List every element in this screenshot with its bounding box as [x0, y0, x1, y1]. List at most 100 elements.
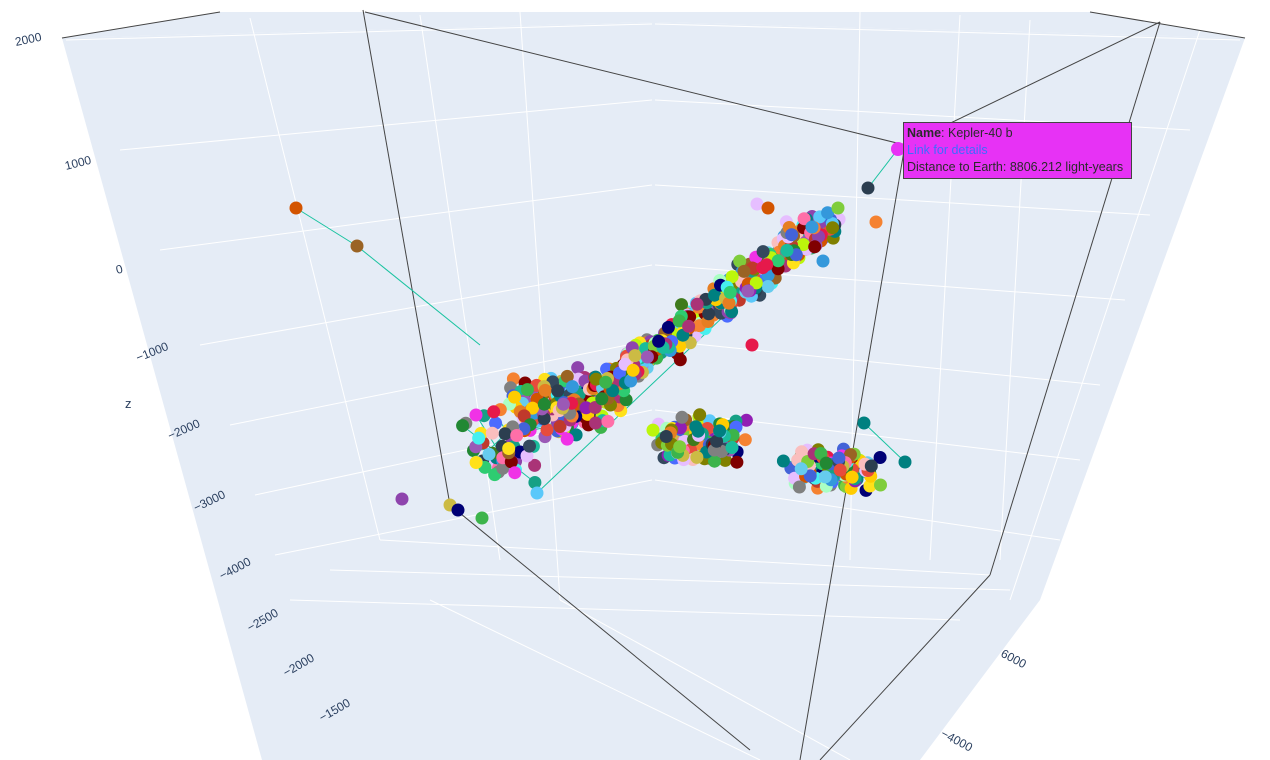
data-point-729[interactable] — [808, 240, 822, 254]
data-point-935[interactable] — [646, 423, 660, 437]
data-point-914[interactable] — [708, 454, 721, 468]
data-point-762[interactable] — [624, 374, 638, 388]
data-point-1058[interactable] — [794, 462, 808, 476]
data-point-1100[interactable] — [510, 429, 524, 442]
data-point-921[interactable] — [659, 430, 673, 443]
series-points[interactable] — [289, 142, 912, 525]
data-point-1059[interactable] — [819, 456, 833, 470]
data-point-934[interactable] — [691, 424, 705, 438]
data-point-1112[interactable] — [395, 492, 409, 506]
data-point-836[interactable] — [739, 413, 753, 427]
data-point-1106[interactable] — [502, 442, 516, 455]
data-point-258[interactable] — [565, 380, 579, 394]
data-point-943[interactable] — [873, 451, 887, 464]
data-point-778[interactable] — [652, 334, 666, 348]
data-point-1117[interactable] — [831, 201, 845, 215]
data-point-776[interactable] — [723, 285, 737, 299]
data-point-1095[interactable] — [520, 449, 534, 463]
data-point-1057[interactable] — [833, 463, 847, 477]
data-point-665[interactable] — [661, 320, 675, 334]
data-point-694[interactable] — [702, 307, 716, 321]
data-point-749[interactable] — [760, 258, 774, 272]
data-point-745[interactable] — [761, 280, 775, 293]
data-point-1105[interactable] — [472, 431, 486, 445]
data-point-764[interactable] — [797, 212, 811, 226]
data-point-717[interactable] — [737, 264, 751, 278]
data-point-738[interactable] — [725, 270, 739, 284]
data-point-763[interactable] — [785, 228, 799, 242]
data-point-1126[interactable] — [898, 455, 912, 469]
data-point-727[interactable] — [708, 288, 721, 302]
data-point-750[interactable] — [628, 349, 642, 363]
data-point-1108[interactable] — [528, 476, 542, 489]
data-point-653[interactable] — [733, 254, 747, 268]
data-point-209[interactable] — [537, 412, 551, 426]
data-point-1119[interactable] — [869, 215, 883, 229]
data-point-1065[interactable] — [489, 416, 503, 430]
data-point-1096[interactable] — [469, 456, 483, 469]
data-point-1097[interactable] — [498, 427, 512, 441]
data-point-1000[interactable] — [874, 478, 887, 492]
data-point-1083[interactable] — [482, 447, 496, 461]
data-point-767[interactable] — [599, 375, 613, 389]
data-point-666[interactable] — [796, 238, 810, 252]
data-point-915[interactable] — [693, 408, 707, 422]
data-point-233[interactable] — [560, 369, 574, 383]
data-point-259[interactable] — [537, 397, 551, 411]
data-point-815[interactable] — [738, 433, 752, 447]
data-point-1103[interactable] — [485, 426, 499, 440]
data-point-772[interactable] — [640, 350, 654, 364]
data-point-1055[interactable] — [845, 470, 859, 484]
data-point-713[interactable] — [672, 314, 686, 328]
data-point-1122[interactable] — [805, 220, 819, 234]
data-point-755[interactable] — [690, 297, 704, 311]
data-point-1114[interactable] — [451, 503, 465, 517]
data-point-1098[interactable] — [469, 408, 483, 422]
data-point-773[interactable] — [741, 284, 755, 298]
data-point-931[interactable] — [725, 441, 739, 454]
data-point-1110[interactable] — [289, 201, 303, 215]
data-point-211[interactable] — [553, 420, 567, 433]
data-point-392[interactable] — [675, 298, 688, 312]
data-point-685[interactable] — [826, 221, 840, 235]
data-point-249[interactable] — [551, 384, 565, 398]
data-point-945[interactable] — [863, 479, 877, 493]
data-point-1053[interactable] — [832, 451, 846, 465]
data-point-1118[interactable] — [861, 181, 875, 195]
data-point-1107[interactable] — [456, 419, 470, 433]
data-point-771[interactable] — [756, 245, 770, 259]
data-point-1054[interactable] — [864, 459, 878, 473]
data-point-193[interactable] — [589, 416, 603, 430]
data-point-1048[interactable] — [814, 447, 828, 460]
data-point-1051[interactable] — [803, 469, 817, 483]
data-point-1125[interactable] — [857, 416, 871, 430]
data-point-1101[interactable] — [523, 439, 536, 453]
data-point-775[interactable] — [626, 363, 640, 377]
data-point-220[interactable] — [520, 383, 534, 397]
data-point-939[interactable] — [713, 424, 727, 438]
data-point-242[interactable] — [579, 401, 593, 415]
data-point-692[interactable] — [821, 206, 835, 220]
data-point-769[interactable] — [682, 319, 696, 333]
data-point-178[interactable] — [560, 432, 574, 446]
data-point-224[interactable] — [526, 401, 539, 415]
data-point-1121[interactable] — [761, 201, 775, 215]
data-point-102[interactable] — [540, 423, 554, 437]
data-point-916[interactable] — [675, 410, 689, 424]
data-point-1042[interactable] — [792, 480, 806, 494]
data-point-933[interactable] — [710, 434, 724, 448]
data-point-938[interactable] — [673, 440, 687, 454]
data-point-1056[interactable] — [818, 470, 832, 484]
data-point-779[interactable] — [780, 243, 794, 257]
data-point-768[interactable] — [749, 276, 763, 290]
data-point-1120[interactable] — [750, 197, 764, 211]
data-point-1123[interactable] — [816, 254, 830, 268]
data-point-927[interactable] — [690, 450, 704, 464]
data-point-1109[interactable] — [508, 466, 522, 480]
data-point-747[interactable] — [771, 254, 785, 268]
data-point-1115[interactable] — [475, 511, 489, 525]
data-point-1077[interactable] — [528, 458, 542, 472]
data-point-748[interactable] — [595, 392, 609, 406]
